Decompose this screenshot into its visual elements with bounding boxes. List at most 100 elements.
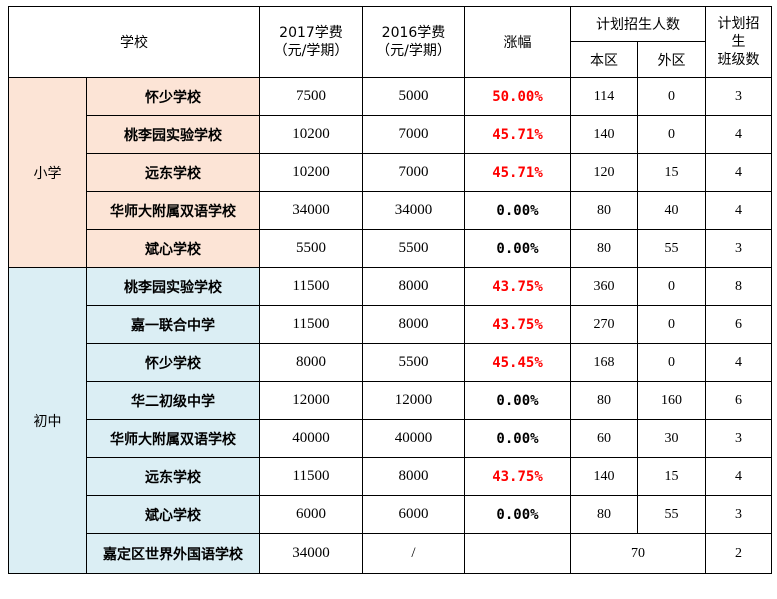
class-count: 6 (705, 305, 772, 344)
plan-outside: 55 (637, 495, 706, 534)
school-name: 远东学校 (86, 457, 260, 496)
plan-outside: 0 (637, 305, 706, 344)
group-label: 初中 (8, 267, 87, 574)
table-row: 初中 桃李园实验学校 11500 8000 43.75% 360 0 8 (8, 267, 772, 574)
increase-value: 0.00% (464, 495, 571, 534)
increase-value: 45.45% (464, 343, 571, 382)
table-row: 怀少学校 8000 5500 45.45% 168 0 4 (9, 343, 772, 382)
fee-2016: 7000 (362, 115, 465, 154)
tuition-table: 学校 2017学费 （元/学期） 2016学费 （元/学期） 涨幅 计划招生人数 计… (8, 6, 772, 574)
class-count: 3 (705, 229, 772, 268)
increase-value: 43.75% (464, 305, 571, 344)
increase-value (464, 533, 571, 574)
class-count: 8 (705, 267, 772, 306)
plan-local: 114 (570, 77, 638, 116)
fee-2017: 34000 (259, 191, 363, 230)
increase-value: 45.71% (464, 115, 571, 154)
fee-2017: 11500 (259, 305, 363, 344)
plan-outside: 0 (637, 267, 706, 306)
plan-outside: 15 (637, 153, 706, 192)
fee-2017: 40000 (259, 419, 363, 458)
increase-value: 0.00% (464, 381, 571, 420)
fee-2017: 12000 (259, 381, 363, 420)
table-row: 华师大附属双语学校 34000 34000 0.00% 80 40 4 (9, 191, 772, 230)
fee-2017: 10200 (259, 153, 363, 192)
increase-value: 0.00% (464, 419, 571, 458)
school-name: 怀少学校 (86, 343, 260, 382)
plan-local: 60 (570, 419, 638, 458)
fee-2016: 6000 (362, 495, 465, 534)
table-row: 小学 怀少学校 7500 5000 50.00% 114 0 3 (8, 77, 772, 268)
fee-2016: / (362, 533, 465, 574)
school-name: 斌心学校 (86, 229, 260, 268)
header-local: 本区 (570, 41, 638, 78)
fee-2017: 8000 (259, 343, 363, 382)
plan-outside: 0 (637, 343, 706, 382)
plan-outside: 0 (637, 77, 706, 116)
plan-outside: 160 (637, 381, 706, 420)
plan-local: 120 (570, 153, 638, 192)
plan-local: 270 (570, 305, 638, 344)
fee-2016: 12000 (362, 381, 465, 420)
table-row: 远东学校 10200 7000 45.71% 120 15 4 (9, 153, 772, 192)
fee-2016: 5500 (362, 229, 465, 268)
class-count: 3 (705, 495, 772, 534)
plan-local: 168 (570, 343, 638, 382)
plan-outside: 40 (637, 191, 706, 230)
fee-2016: 8000 (362, 457, 465, 496)
fee-2017: 34000 (259, 533, 363, 574)
header-plan: 计划招生人数 (570, 6, 706, 42)
table-row: 嘉一联合中学 11500 8000 43.75% 270 0 6 (9, 305, 772, 344)
group-label: 小学 (8, 77, 87, 268)
header-classes: 计划招生班级数 (705, 6, 772, 78)
fee-2017: 5500 (259, 229, 363, 268)
fee-2016: 8000 (362, 267, 465, 306)
fee-2016: 5000 (362, 77, 465, 116)
class-count: 4 (705, 115, 772, 154)
header-school: 学校 (8, 6, 260, 78)
header-increase: 涨幅 (464, 6, 571, 78)
school-name: 嘉定区世界外国语学校 (86, 533, 260, 574)
class-count: 3 (705, 77, 772, 116)
table-row: 斌心学校 6000 6000 0.00% 80 55 3 (9, 495, 772, 534)
table-row: 华二初级中学 12000 12000 0.00% 80 160 6 (9, 381, 772, 420)
table-row: 桃李园实验学校 10200 7000 45.71% 140 0 4 (9, 115, 772, 154)
class-count: 2 (705, 533, 772, 574)
fee-2017: 7500 (259, 77, 363, 116)
school-name: 怀少学校 (86, 77, 260, 116)
header-outside: 外区 (637, 41, 706, 78)
plan-local: 80 (570, 381, 638, 420)
increase-value: 50.00% (464, 77, 571, 116)
fee-2016: 5500 (362, 343, 465, 382)
fee-2017: 11500 (259, 457, 363, 496)
increase-value: 0.00% (464, 191, 571, 230)
class-count: 4 (705, 191, 772, 230)
school-name: 斌心学校 (86, 495, 260, 534)
plan-local: 80 (570, 495, 638, 534)
plan-outside: 55 (637, 229, 706, 268)
school-name: 嘉一联合中学 (86, 305, 260, 344)
school-name: 桃李园实验学校 (86, 115, 260, 154)
class-count: 4 (705, 343, 772, 382)
fee-2017: 6000 (259, 495, 363, 534)
fee-2016: 34000 (362, 191, 465, 230)
table-row: 嘉定区世界外国语学校 34000/ 70 2 (9, 533, 772, 574)
table-row: 远东学校 11500 8000 43.75% 140 15 4 (9, 457, 772, 496)
table-row: 斌心学校 5500 5500 0.00% 80 55 3 (9, 229, 772, 268)
class-count: 6 (705, 381, 772, 420)
plan-local: 80 (570, 229, 638, 268)
header-fee-2017: 2017学费 （元/学期） (259, 6, 363, 78)
table-row: 华师大附属双语学校 40000 40000 0.00% 60 30 3 (9, 419, 772, 458)
plan-local: 360 (570, 267, 638, 306)
plan-total: 70 (570, 533, 706, 574)
increase-value: 0.00% (464, 229, 571, 268)
fee-2017: 11500 (259, 267, 363, 306)
school-name: 远东学校 (86, 153, 260, 192)
fee-2016: 8000 (362, 305, 465, 344)
class-count: 3 (705, 419, 772, 458)
header-fee-2016: 2016学费 （元/学期） (362, 6, 465, 78)
plan-local: 80 (570, 191, 638, 230)
school-name: 华师大附属双语学校 (86, 191, 260, 230)
school-name: 华二初级中学 (86, 381, 260, 420)
school-name: 华师大附属双语学校 (86, 419, 260, 458)
